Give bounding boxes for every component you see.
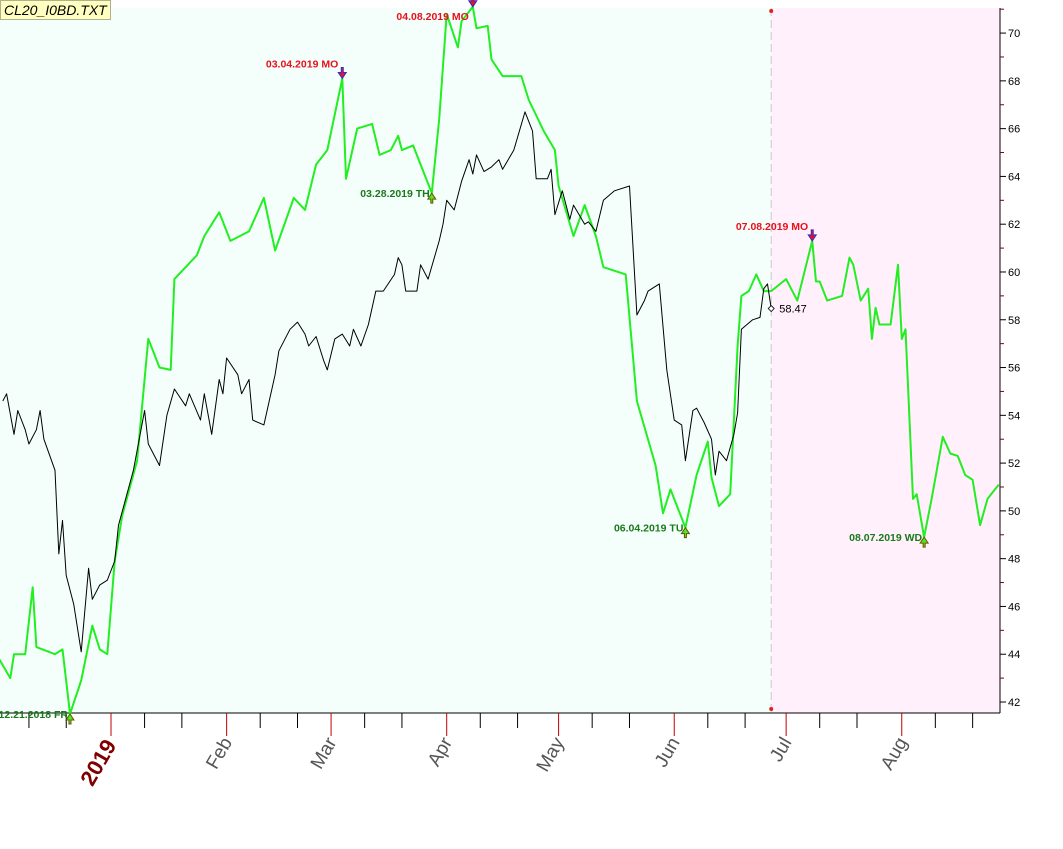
low-arrow-up-icon [680, 526, 691, 539]
low-arrow-up-icon [426, 192, 437, 204]
low-annotation-label: 08.07.2019 WD [849, 532, 922, 544]
high-arrow-down-icon [337, 66, 348, 80]
low-annotation-label: 03.28.2019 TH [360, 188, 429, 200]
chart-title: CL20_I0BD.TXT [0, 0, 111, 20]
last-value-label: 58.47 [779, 304, 807, 316]
y-tick-label: 64 [1008, 171, 1020, 183]
x-tick-label-group: Jun [651, 734, 685, 771]
low-annotation-label: 06.04.2019 TU [614, 523, 683, 535]
low-arrow-up-icon [65, 713, 75, 725]
x-tick-label-group: Jul [766, 734, 796, 766]
x-tick-label: May [533, 734, 569, 776]
series-line-black [2, 111, 772, 653]
low-arrow-up-icon [919, 536, 930, 548]
last-value-marker [767, 304, 775, 313]
forecast-background [771, 8, 1000, 713]
x-tick-label-group: Mar [307, 733, 342, 772]
x-tick-label: Feb [202, 734, 237, 773]
high-annotation-label: 04.08.2019 MO [396, 11, 468, 23]
y-tick-label: 44 [1008, 649, 1020, 661]
y-tick-label: 42 [1008, 697, 1020, 709]
divider-top-dot [769, 9, 774, 13]
x-tick-label-group: Feb [202, 734, 237, 773]
x-tick-label: Jul [766, 734, 796, 766]
x-tick-label: Aug [877, 734, 912, 774]
x-tick-label-group: 2019 [75, 735, 121, 790]
y-tick-label: 50 [1008, 506, 1020, 518]
y-tick-label: 60 [1008, 267, 1020, 279]
series-line-green [0, 5, 1000, 715]
low-annotation-label: 12.21.2018 FR [0, 709, 68, 721]
y-tick-label: 66 [1008, 124, 1020, 136]
divider-bottom-dot [769, 707, 774, 711]
y-tick-label: 52 [1008, 458, 1020, 470]
plot-background [0, 8, 772, 713]
y-tick-label: 56 [1008, 363, 1020, 375]
high-arrow-down-icon [467, 0, 478, 8]
high-annotation-label: 07.08.2019 MO [736, 221, 808, 233]
x-tick-label-group: May [533, 734, 569, 776]
x-tick-label: 2019 [75, 735, 121, 790]
y-tick-label: 58 [1008, 315, 1020, 327]
y-tick-label: 54 [1008, 410, 1020, 422]
y-tick-label: 62 [1008, 219, 1020, 231]
high-arrow-down-icon [807, 229, 818, 242]
x-tick-label: Jun [651, 734, 685, 771]
y-tick-label: 46 [1008, 601, 1020, 613]
high-annotation-label: 03.04.2019 MO [266, 58, 338, 70]
y-tick-label: 68 [1008, 76, 1020, 88]
x-tick-label-group: Aug [877, 734, 912, 774]
x-tick-label: Mar [307, 733, 342, 772]
y-tick-label: 48 [1008, 554, 1020, 566]
x-tick-label: Apr [424, 733, 457, 770]
y-tick-label: 70 [1008, 28, 1020, 40]
x-tick-label-group: Apr [424, 733, 457, 770]
